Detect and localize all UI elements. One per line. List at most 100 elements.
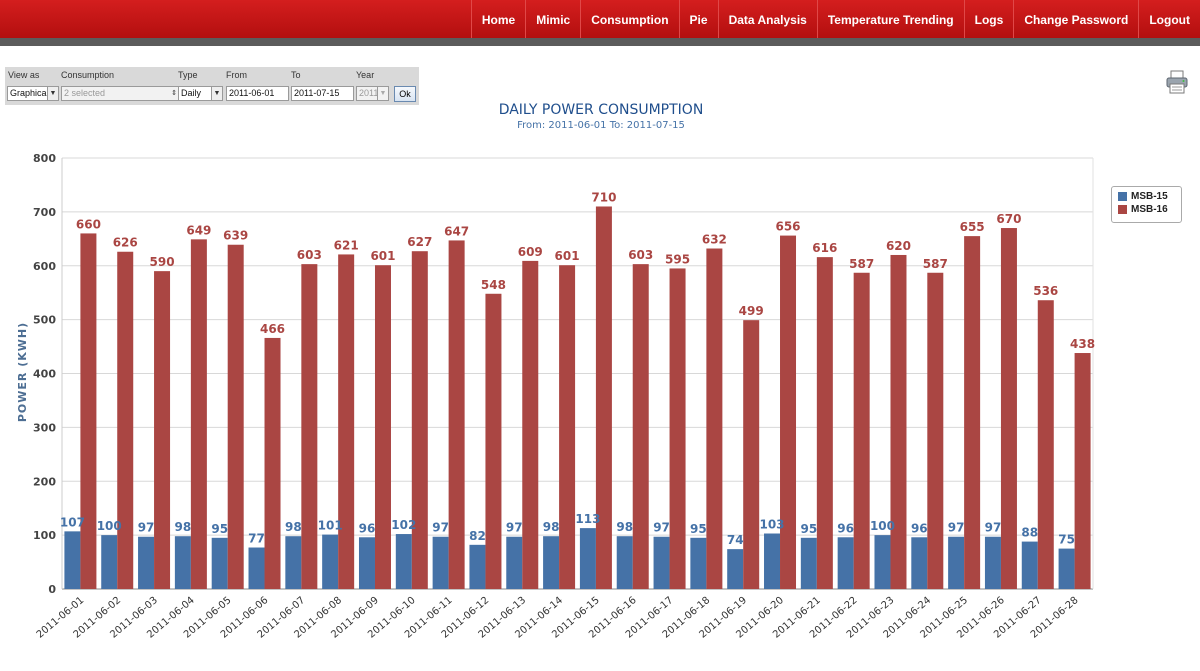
nav-consumption[interactable]: Consumption: [580, 0, 678, 38]
bar-msb-16[interactable]: [411, 251, 428, 590]
data-label: 536: [1033, 284, 1058, 298]
bar-msb-15[interactable]: [653, 536, 670, 589]
bar-msb-15[interactable]: [874, 535, 891, 589]
nav-temperature-trending[interactable]: Temperature Trending: [816, 0, 964, 38]
legend-item-msb-16[interactable]: MSB-16: [1112, 203, 1181, 216]
bar-msb-15[interactable]: [616, 536, 633, 589]
bar-msb-15[interactable]: [948, 536, 965, 589]
data-label: 96: [837, 521, 854, 535]
bar-msb-15[interactable]: [174, 536, 191, 589]
bar-msb-16[interactable]: [227, 244, 244, 589]
from-date-input[interactable]: 2011-06-01: [226, 86, 289, 101]
nav-logout[interactable]: Logout: [1138, 0, 1200, 38]
bar-msb-15[interactable]: [800, 537, 817, 589]
year-select[interactable]: 2011 ▼: [356, 86, 389, 101]
bar-msb-15[interactable]: [101, 535, 118, 589]
bar-msb-16[interactable]: [559, 265, 576, 589]
nav-pie[interactable]: Pie: [678, 0, 718, 38]
bar-msb-16[interactable]: [522, 260, 539, 589]
legend-item-msb-15[interactable]: MSB-15: [1112, 190, 1181, 203]
consumption-label: Consumption: [61, 70, 115, 80]
bar-msb-15[interactable]: [358, 537, 375, 589]
main-menu: Home Mimic Consumption Pie Data Analysis…: [470, 0, 1200, 38]
bar-msb-16[interactable]: [927, 272, 944, 589]
to-date-value: 2011-07-15: [294, 88, 340, 98]
bar-msb-16[interactable]: [964, 236, 981, 589]
bar-msb-16[interactable]: [374, 265, 391, 589]
bar-msb-15[interactable]: [764, 533, 781, 589]
data-label: 616: [812, 241, 837, 255]
bar-msb-16[interactable]: [1074, 353, 1091, 589]
bar-msb-15[interactable]: [984, 536, 1001, 589]
bar-msb-16[interactable]: [301, 264, 318, 589]
bar-msb-15[interactable]: [469, 544, 486, 589]
bar-msb-15[interactable]: [211, 537, 228, 589]
bar-msb-16[interactable]: [853, 272, 870, 589]
view-as-label: View as: [8, 70, 40, 80]
bar-msb-15[interactable]: [64, 531, 81, 589]
bar-msb-15[interactable]: [911, 537, 928, 589]
data-label: 77: [248, 532, 265, 546]
bar-msb-15[interactable]: [579, 528, 596, 589]
bar-msb-15[interactable]: [432, 536, 449, 589]
type-select[interactable]: Daily ▼: [178, 86, 223, 101]
bar-msb-16[interactable]: [338, 254, 355, 589]
bar-msb-15[interactable]: [395, 534, 412, 589]
nav-change-password[interactable]: Change Password: [1013, 0, 1138, 38]
legend-label: MSB-15: [1131, 191, 1168, 202]
bar-msb-15[interactable]: [248, 547, 265, 589]
print-button[interactable]: [1166, 70, 1188, 94]
bar-msb-15[interactable]: [1021, 541, 1038, 589]
bar-msb-16[interactable]: [816, 257, 833, 589]
bar-msb-16[interactable]: [264, 337, 281, 589]
bar-msb-15[interactable]: [138, 536, 155, 589]
legend-label: MSB-16: [1131, 204, 1168, 215]
nav-logs[interactable]: Logs: [963, 0, 1014, 38]
bar-msb-15[interactable]: [727, 549, 744, 589]
data-label: 82: [469, 529, 486, 543]
bar-msb-16[interactable]: [632, 264, 649, 589]
bar-msb-16[interactable]: [448, 240, 465, 589]
bar-msb-16[interactable]: [669, 268, 686, 589]
data-label: 97: [138, 521, 155, 535]
bar-msb-16[interactable]: [117, 251, 134, 589]
bar-msb-16[interactable]: [780, 235, 797, 589]
bar-msb-16[interactable]: [890, 254, 907, 589]
bar-msb-15[interactable]: [543, 536, 560, 589]
bar-msb-15[interactable]: [285, 536, 302, 589]
legend-swatch: [1118, 192, 1127, 201]
bar-msb-16[interactable]: [706, 248, 723, 589]
data-label: 621: [334, 238, 359, 252]
data-label: 74: [727, 533, 744, 547]
nav-mimic[interactable]: Mimic: [525, 0, 580, 38]
top-navigation-bar: Home Mimic Consumption Pie Data Analysis…: [0, 0, 1200, 38]
bar-msb-16[interactable]: [485, 293, 502, 589]
bar-msb-15[interactable]: [322, 534, 339, 589]
nav-data-analysis[interactable]: Data Analysis: [717, 0, 817, 38]
ok-button[interactable]: Ok: [394, 86, 416, 102]
data-label: 101: [318, 519, 343, 533]
from-date-value: 2011-06-01: [229, 88, 275, 98]
bar-msb-16[interactable]: [595, 206, 612, 590]
bar-msb-16[interactable]: [1037, 300, 1054, 589]
from-label: From: [226, 70, 247, 80]
bar-msb-16[interactable]: [190, 239, 207, 589]
bar-msb-15[interactable]: [506, 536, 523, 589]
data-label: 656: [775, 220, 800, 234]
view-as-select[interactable]: Graphical ▼: [7, 86, 59, 101]
bar-msb-16[interactable]: [743, 320, 760, 589]
bar-msb-16[interactable]: [154, 271, 171, 589]
y-tick-label: 300: [33, 421, 56, 434]
data-label: 499: [739, 304, 764, 318]
chart-title: DAILY POWER CONSUMPTION: [499, 102, 704, 118]
nav-home[interactable]: Home: [470, 0, 525, 38]
to-date-input[interactable]: 2011-07-15: [291, 86, 354, 101]
data-label: 649: [186, 223, 211, 237]
y-tick-label: 100: [33, 529, 56, 542]
bar-msb-15[interactable]: [837, 537, 854, 589]
bar-msb-15[interactable]: [690, 537, 707, 589]
bar-msb-16[interactable]: [1000, 228, 1017, 589]
bar-msb-16[interactable]: [80, 233, 97, 590]
data-label: 601: [370, 249, 395, 263]
bar-msb-15[interactable]: [1058, 548, 1075, 589]
